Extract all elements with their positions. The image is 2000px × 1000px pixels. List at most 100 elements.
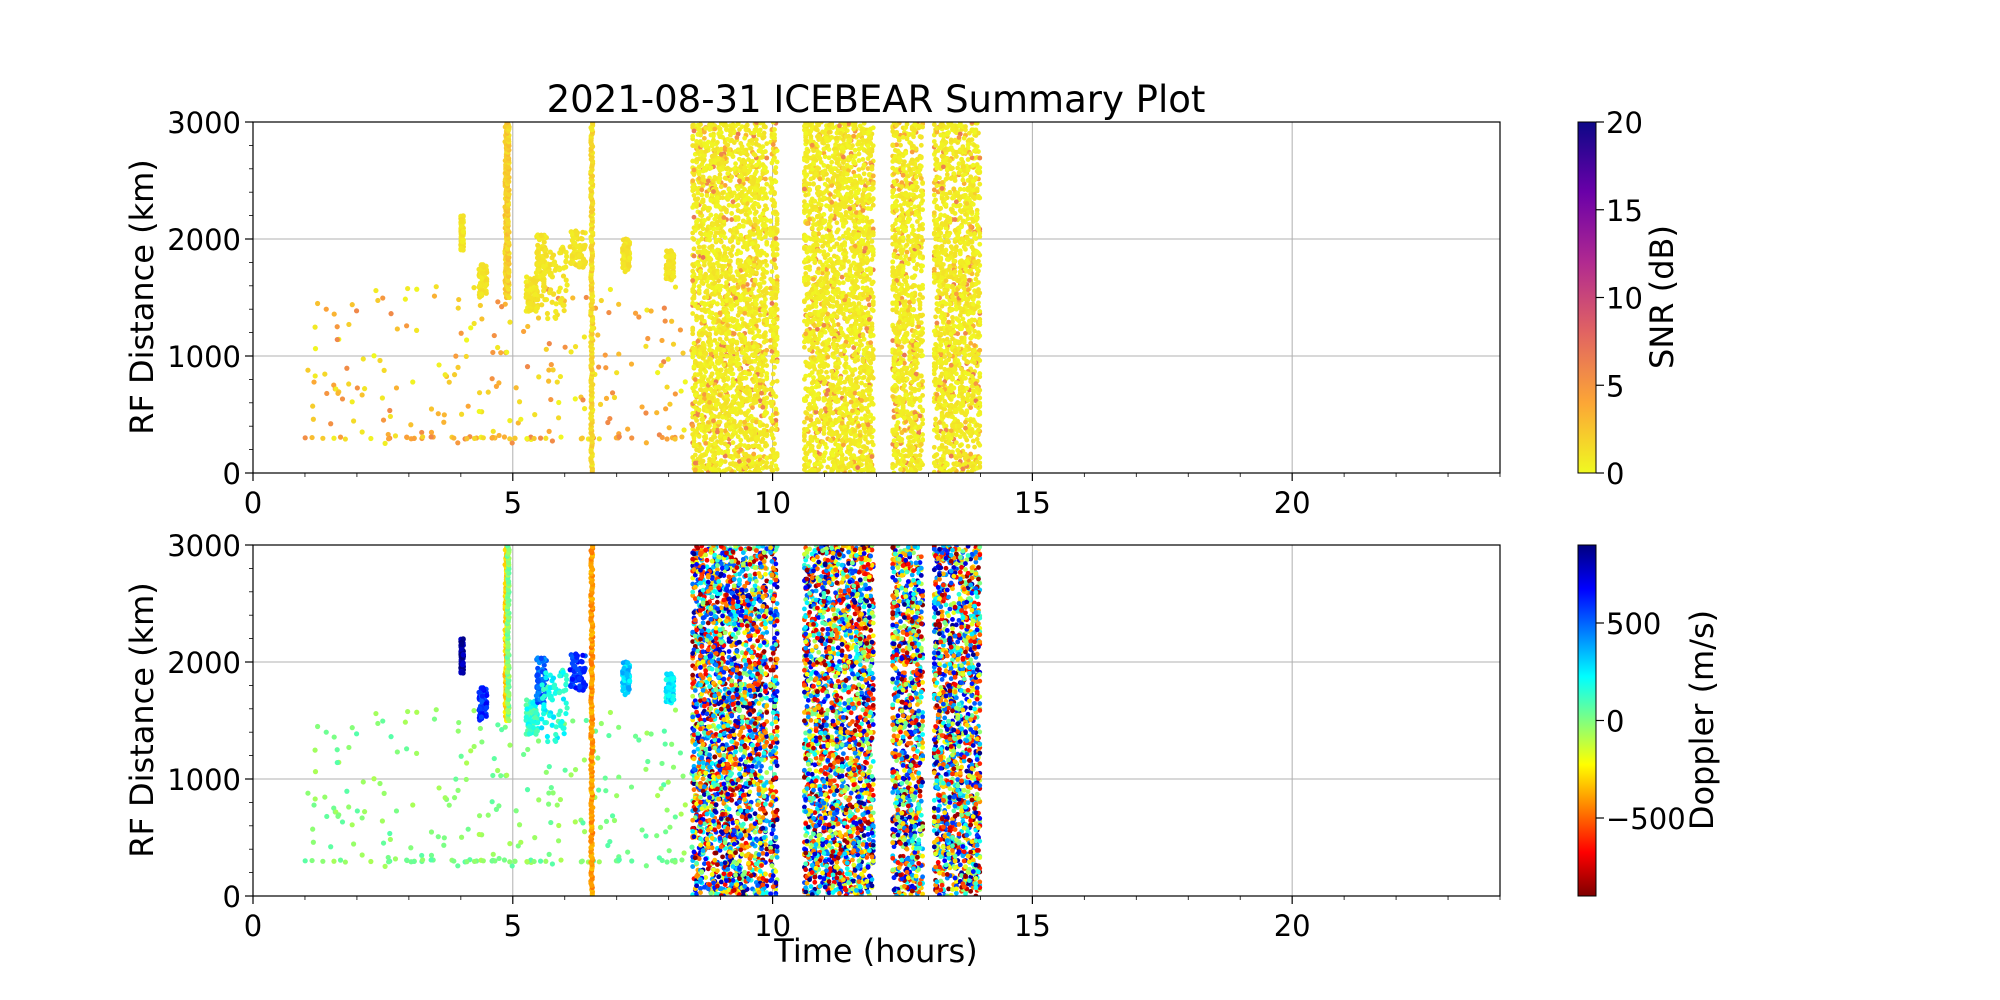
band-point (734, 269, 740, 275)
band-point (772, 364, 777, 370)
scatter-point (515, 420, 521, 426)
scatter-point (334, 324, 340, 330)
band-point (842, 397, 848, 403)
band-point (720, 414, 725, 420)
band-point (691, 253, 697, 259)
band-point (734, 203, 740, 209)
band-point (735, 284, 741, 290)
cluster-point (532, 291, 538, 298)
band-point (703, 289, 709, 295)
cluster-point (541, 263, 547, 269)
cluster-point (483, 278, 489, 284)
scatter-point (442, 372, 448, 378)
scatter-point (595, 332, 601, 338)
band-point (743, 272, 749, 278)
scatter-point (525, 323, 531, 330)
scatter-point (393, 385, 400, 391)
band-point (705, 462, 711, 468)
band-point (746, 169, 751, 175)
scatter-point (536, 374, 542, 380)
band-point (838, 212, 844, 217)
scatter-point (387, 413, 393, 420)
band-point (705, 377, 711, 383)
cluster-point (621, 262, 627, 269)
scatter-point (616, 301, 622, 307)
band-point (708, 165, 714, 171)
band-point (718, 239, 724, 245)
cluster-point (460, 246, 466, 253)
streak-point (504, 122, 511, 126)
band-point (726, 187, 732, 193)
band-point (856, 346, 862, 352)
scatter-point (458, 411, 465, 417)
band-point (761, 123, 767, 129)
band-point (720, 195, 725, 201)
band-point (725, 448, 731, 454)
band-point (751, 318, 757, 323)
scatter-point (516, 399, 523, 405)
scatter-point (373, 287, 379, 294)
band-point (737, 466, 742, 472)
scatter-point (603, 395, 610, 401)
band-point (709, 371, 715, 377)
band-point (743, 347, 749, 353)
band-point (730, 394, 736, 399)
cluster-point (543, 247, 549, 253)
band-point (742, 359, 748, 365)
cluster-point (535, 242, 541, 248)
band-point (691, 340, 697, 346)
cluster-point (526, 308, 532, 314)
band-point (755, 201, 761, 207)
scatter-point (323, 306, 329, 312)
band-point (769, 432, 775, 438)
band-point (733, 277, 738, 283)
band-point (730, 349, 736, 354)
band-point (743, 211, 749, 217)
band-point (690, 327, 696, 333)
scatter-point (662, 318, 668, 324)
scatter-point (655, 369, 661, 376)
band-point (737, 305, 742, 311)
band-point (842, 379, 848, 385)
band-point (691, 193, 697, 198)
scatter-point (507, 436, 513, 442)
scatter-point (320, 435, 326, 441)
band-point (857, 338, 863, 344)
band-point (718, 458, 724, 464)
scatter-point (310, 416, 316, 422)
band-point (730, 154, 736, 159)
band-point (740, 375, 746, 381)
cluster-point (625, 262, 632, 268)
band-point (774, 325, 780, 330)
band-point (698, 268, 703, 274)
band-point (763, 296, 768, 302)
cluster-point (621, 242, 627, 248)
band-point (752, 443, 758, 448)
scatter-point (583, 294, 589, 301)
scatter-point (302, 435, 308, 441)
scatter-point (643, 343, 649, 349)
band-point (716, 179, 722, 185)
band-point (725, 322, 731, 328)
scatter-point (414, 286, 420, 292)
scatter-point (490, 428, 496, 434)
scatter-point (331, 311, 337, 317)
band-point (870, 252, 876, 258)
band-point (698, 132, 703, 138)
band-point (690, 423, 696, 429)
scatter-point (677, 327, 683, 333)
scatter-point (479, 316, 485, 322)
band-point (712, 364, 718, 370)
band-point (716, 161, 722, 167)
band-point (870, 143, 876, 149)
scatter-point (543, 346, 549, 352)
cluster-point (479, 275, 485, 281)
scatter-point (596, 436, 602, 442)
cluster-point (524, 283, 530, 289)
band-point (752, 195, 758, 200)
band-point (773, 165, 779, 170)
cluster-point (663, 254, 669, 260)
band-point (714, 397, 720, 403)
band-point (690, 184, 696, 190)
scatter-point (611, 394, 618, 401)
